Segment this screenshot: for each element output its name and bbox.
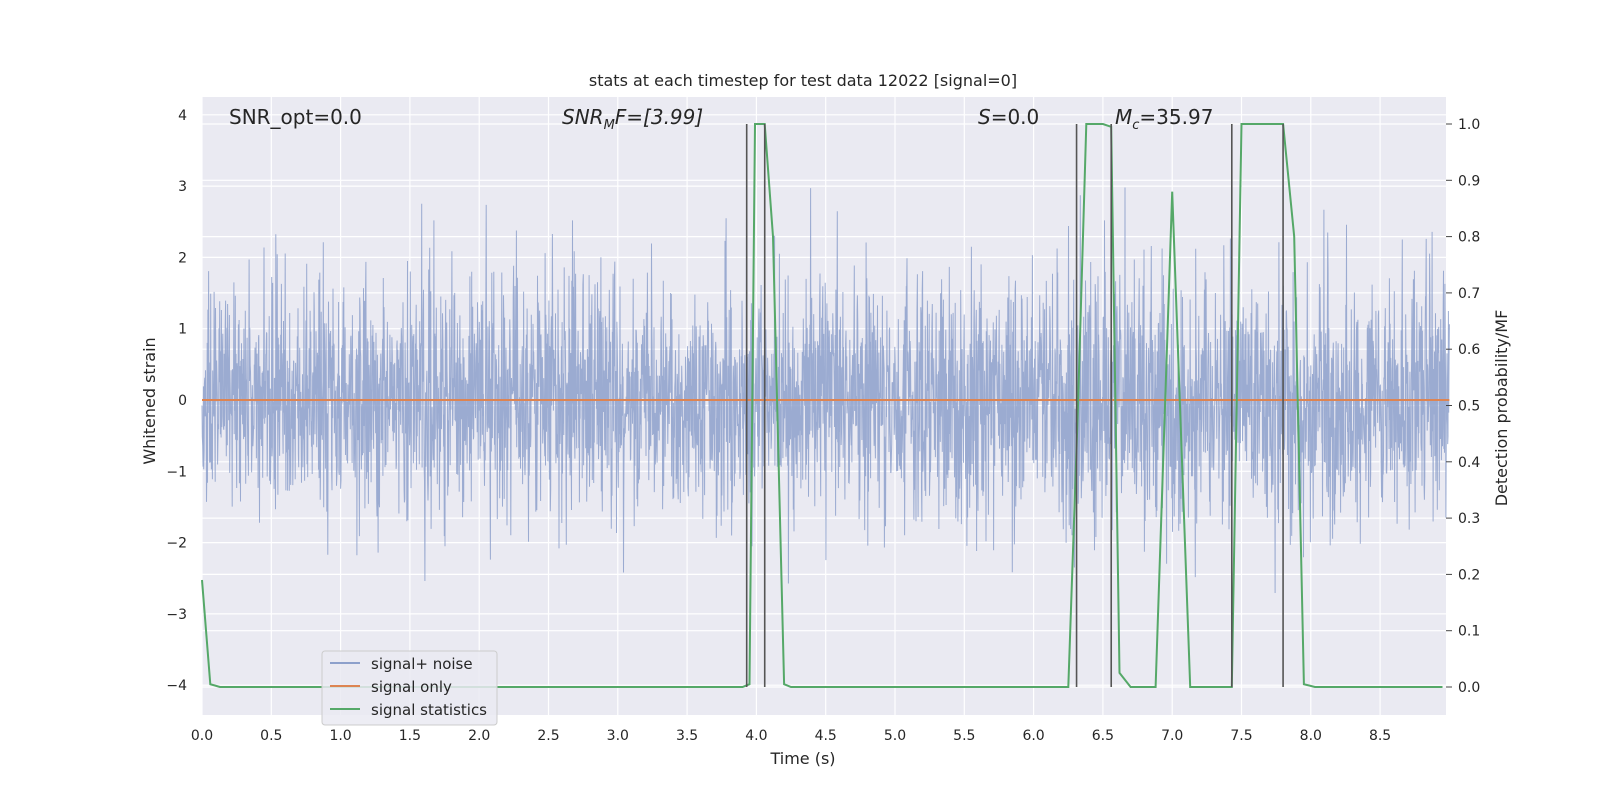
chart-title: stats at each timestep for test data 120… (589, 71, 1017, 90)
x-tick-label: 6.5 (1092, 728, 1114, 744)
x-tick-label: 7.5 (1230, 728, 1252, 744)
s-prefix: S (978, 105, 991, 129)
y2-tick-label: 0.0 (1458, 680, 1480, 696)
noise-line (201, 187, 1450, 594)
x-tick-label: 5.5 (953, 728, 975, 744)
x-tick-label: 8.0 (1300, 728, 1322, 744)
y-tick-label: 3 (178, 179, 187, 195)
x-tick-label: 0.0 (191, 728, 213, 744)
y-tick-label: 0 (178, 393, 187, 409)
y-tick-label: 4 (178, 108, 187, 124)
x-tick-label: 1.5 (399, 728, 421, 744)
signal-statistics-line (201, 123, 1443, 688)
x-tick-label: 6.0 (1022, 728, 1044, 744)
y-tick-label: −3 (166, 607, 187, 623)
x-tick-label: 3.5 (676, 728, 698, 744)
x-tick-label: 0.5 (260, 728, 282, 744)
y2-tick-label: 0.6 (1458, 342, 1480, 358)
y2-tick-label: 0.9 (1458, 173, 1480, 189)
y2-tick-label: 0.3 (1458, 511, 1480, 527)
y-tick-label: −2 (166, 536, 187, 552)
legend: signal+ noise signal only signal statist… (321, 650, 498, 726)
y2-tick-label: 0.2 (1458, 567, 1480, 583)
s-suffix: =0.0 (991, 105, 1040, 129)
x-tick-label: 7.0 (1161, 728, 1183, 744)
annotation-s: S=0.0 (978, 105, 1039, 129)
y2-tick-label: 0.8 (1458, 230, 1480, 246)
legend-box (321, 650, 498, 726)
x-tick-label: 2.5 (537, 728, 559, 744)
x-axis-label: Time (s) (769, 749, 835, 768)
legend-label-signal: signal only (371, 678, 452, 696)
y-tick-label: 1 (178, 322, 187, 338)
x-tick-label: 3.0 (607, 728, 629, 744)
x-tick-label: 8.5 (1369, 728, 1391, 744)
ticks: 0.0 0.5 1.0 1.5 2.0 2.5 3.0 3.5 4.0 4.5 5.0 5.5 6.0 6… (166, 108, 1480, 744)
mc-prefix: M (1115, 105, 1132, 129)
mc-sub: c (1132, 118, 1139, 133)
snr-mf-prefix: SNR (562, 105, 604, 129)
y-tick-label: −4 (166, 678, 187, 694)
x-tick-label: 4.5 (815, 728, 837, 744)
y-tick-label: 2 (178, 250, 187, 266)
y2-tick-label: 0.7 (1458, 286, 1480, 302)
annotation-snr-mf: SNRMF=[3.99] (562, 105, 703, 133)
legend-label-statistics: signal statistics (371, 701, 487, 719)
y2-tick-label: 0.5 (1458, 399, 1480, 415)
y2-tick-label: 1.0 (1458, 117, 1480, 133)
annotation-snr-opt: SNR_opt=0.0 (229, 105, 362, 129)
snr-mf-suffix: F=[3.99] (615, 105, 703, 129)
x-tick-label: 5.0 (884, 728, 906, 744)
y2-tick-label: 0.4 (1458, 455, 1480, 471)
legend-label-noise: signal+ noise (371, 655, 473, 673)
x-tick-label: 1.0 (329, 728, 351, 744)
snr-mf-sub: M (604, 118, 615, 133)
y2-tick-label: 0.1 (1458, 624, 1480, 640)
x-tick-label: 2.0 (468, 728, 490, 744)
mc-suffix: =35.97 (1139, 105, 1213, 129)
series-lines (201, 123, 1450, 688)
y-axis-label: Whitened strain (140, 337, 159, 464)
noise-series (201, 187, 1450, 594)
annotation-mc: Mc=35.97 (1115, 105, 1213, 133)
y2-axis-label: Detection probability/MF (1492, 310, 1511, 507)
y-tick-label: −1 (166, 464, 187, 480)
vertical-markers (745, 124, 1284, 687)
x-tick-label: 4.0 (745, 728, 767, 744)
